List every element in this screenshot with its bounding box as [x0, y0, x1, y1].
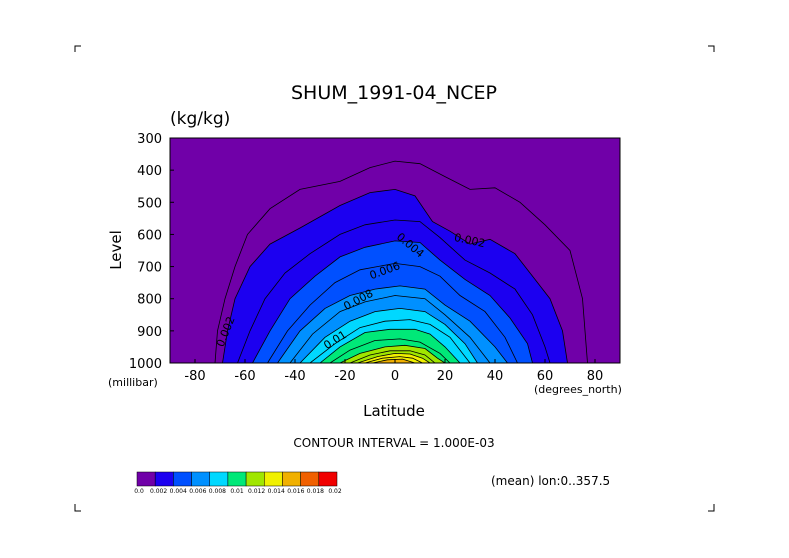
- colorbar-tick-1: 0.002: [150, 488, 167, 495]
- colorbar: [136, 471, 338, 487]
- colorbar-tick-8: 0.016: [287, 488, 304, 495]
- colorbar-swatch-6: [245, 471, 265, 487]
- contour-label-5: 0.002: [453, 231, 487, 250]
- colorbar-swatch-1: [154, 471, 174, 487]
- colorbar-tick-6: 0.012: [248, 488, 265, 495]
- colorbar-swatch-7: [264, 471, 283, 487]
- colorbar-ticks: 0.0 0.002 0.004 0.006 0.008 0.01 0.012 0.014 0.0…: [134, 488, 342, 495]
- y-tick-label-2: 500: [137, 196, 162, 211]
- crop-mark-top-right: [708, 45, 715, 52]
- contour-lines: [214, 160, 588, 363]
- colorbar-tick-10: 0.02: [328, 488, 342, 495]
- contour-line-6: [289, 295, 491, 363]
- contour-line-4: [267, 262, 518, 363]
- y-tick-label-0: 300: [137, 132, 162, 147]
- chart-units: (kg/kg): [170, 109, 230, 129]
- contour-line-1: [222, 188, 568, 363]
- colorbar-tick-4: 0.008: [209, 488, 226, 495]
- colorbar-tick-9: 0.018: [307, 488, 324, 495]
- colorbar-swatch-10: [318, 471, 338, 487]
- contour-line-3: [252, 240, 533, 363]
- colorbar-tick-0: 0.0: [134, 488, 144, 495]
- colorbar-swatch-2: [173, 471, 192, 487]
- contour-fills: [215, 161, 588, 363]
- colorbar-swatch-4: [209, 471, 229, 487]
- colorbar-swatch-9: [300, 471, 320, 487]
- colorbar-tick-2: 0.004: [170, 488, 187, 495]
- crop-mark-bottom-right: [708, 504, 715, 512]
- crop-marks: [74, 45, 715, 512]
- x-tick-label-4: 0: [391, 369, 399, 384]
- contour-line-5: [277, 285, 508, 363]
- contour-line-10: [329, 338, 451, 363]
- colorbar-tick-7: 0.014: [268, 488, 285, 495]
- x-tick-label-7: 60: [537, 369, 554, 384]
- x-tick-label-2: -40: [284, 369, 305, 384]
- y-tick-label-4: 700: [137, 261, 162, 276]
- contour-line-11: [339, 344, 446, 363]
- colorbar-swatch-5: [227, 471, 247, 487]
- x-tick-label-1: -60: [234, 369, 255, 384]
- colorbar-tick-3: 0.006: [189, 488, 206, 495]
- x-axis-ticks: -80 -60 -40 -20 0 20 40 60 80: [184, 359, 603, 384]
- crop-mark-bottom-left: [74, 504, 81, 512]
- contour-line-2: [237, 219, 551, 363]
- chart-title: SHUM_1991-04_NCEP: [291, 82, 497, 104]
- colorbar-swatch-0: [136, 471, 156, 487]
- x-tick-label-6: 40: [487, 369, 504, 384]
- colorbar-tick-5: 0.01: [230, 488, 244, 495]
- x-axis-label: Latitude: [363, 402, 425, 420]
- colorbar-swatch-8: [282, 471, 301, 487]
- y-tick-label-7: 1000: [129, 357, 162, 372]
- y-axis-unit: (millibar): [108, 376, 158, 389]
- contour-line-7: [299, 307, 478, 363]
- crop-mark-top-left: [74, 45, 81, 52]
- x-axis-unit: (degrees_north): [534, 383, 622, 396]
- contour-line-12: [349, 350, 436, 363]
- y-tick-label-5: 800: [137, 293, 162, 308]
- y-axis-label: Level: [107, 230, 125, 270]
- x-tick-label-8: 80: [587, 369, 604, 384]
- colorbar-swatch-3: [191, 471, 210, 487]
- averaging-note: (mean) lon:0..357.5: [491, 474, 610, 488]
- x-tick-label-0: -80: [184, 369, 205, 384]
- contour-line-14: [364, 356, 423, 363]
- contour-line-13: [357, 352, 431, 363]
- contour-line-0: [214, 160, 588, 363]
- contour-line-9: [319, 328, 461, 363]
- y-tick-label-6: 900: [137, 325, 162, 340]
- contour-interval-label: CONTOUR INTERVAL = 1.000E-03: [293, 436, 494, 450]
- y-tick-label-1: 400: [137, 164, 162, 179]
- y-axis-ticks: 300 400 500 600 700 800 900 1000: [129, 132, 174, 372]
- contour-line-8: [309, 319, 471, 363]
- y-tick-label-3: 600: [137, 228, 162, 243]
- x-tick-label-5: 20: [437, 369, 454, 384]
- x-tick-label-3: -20: [334, 369, 355, 384]
